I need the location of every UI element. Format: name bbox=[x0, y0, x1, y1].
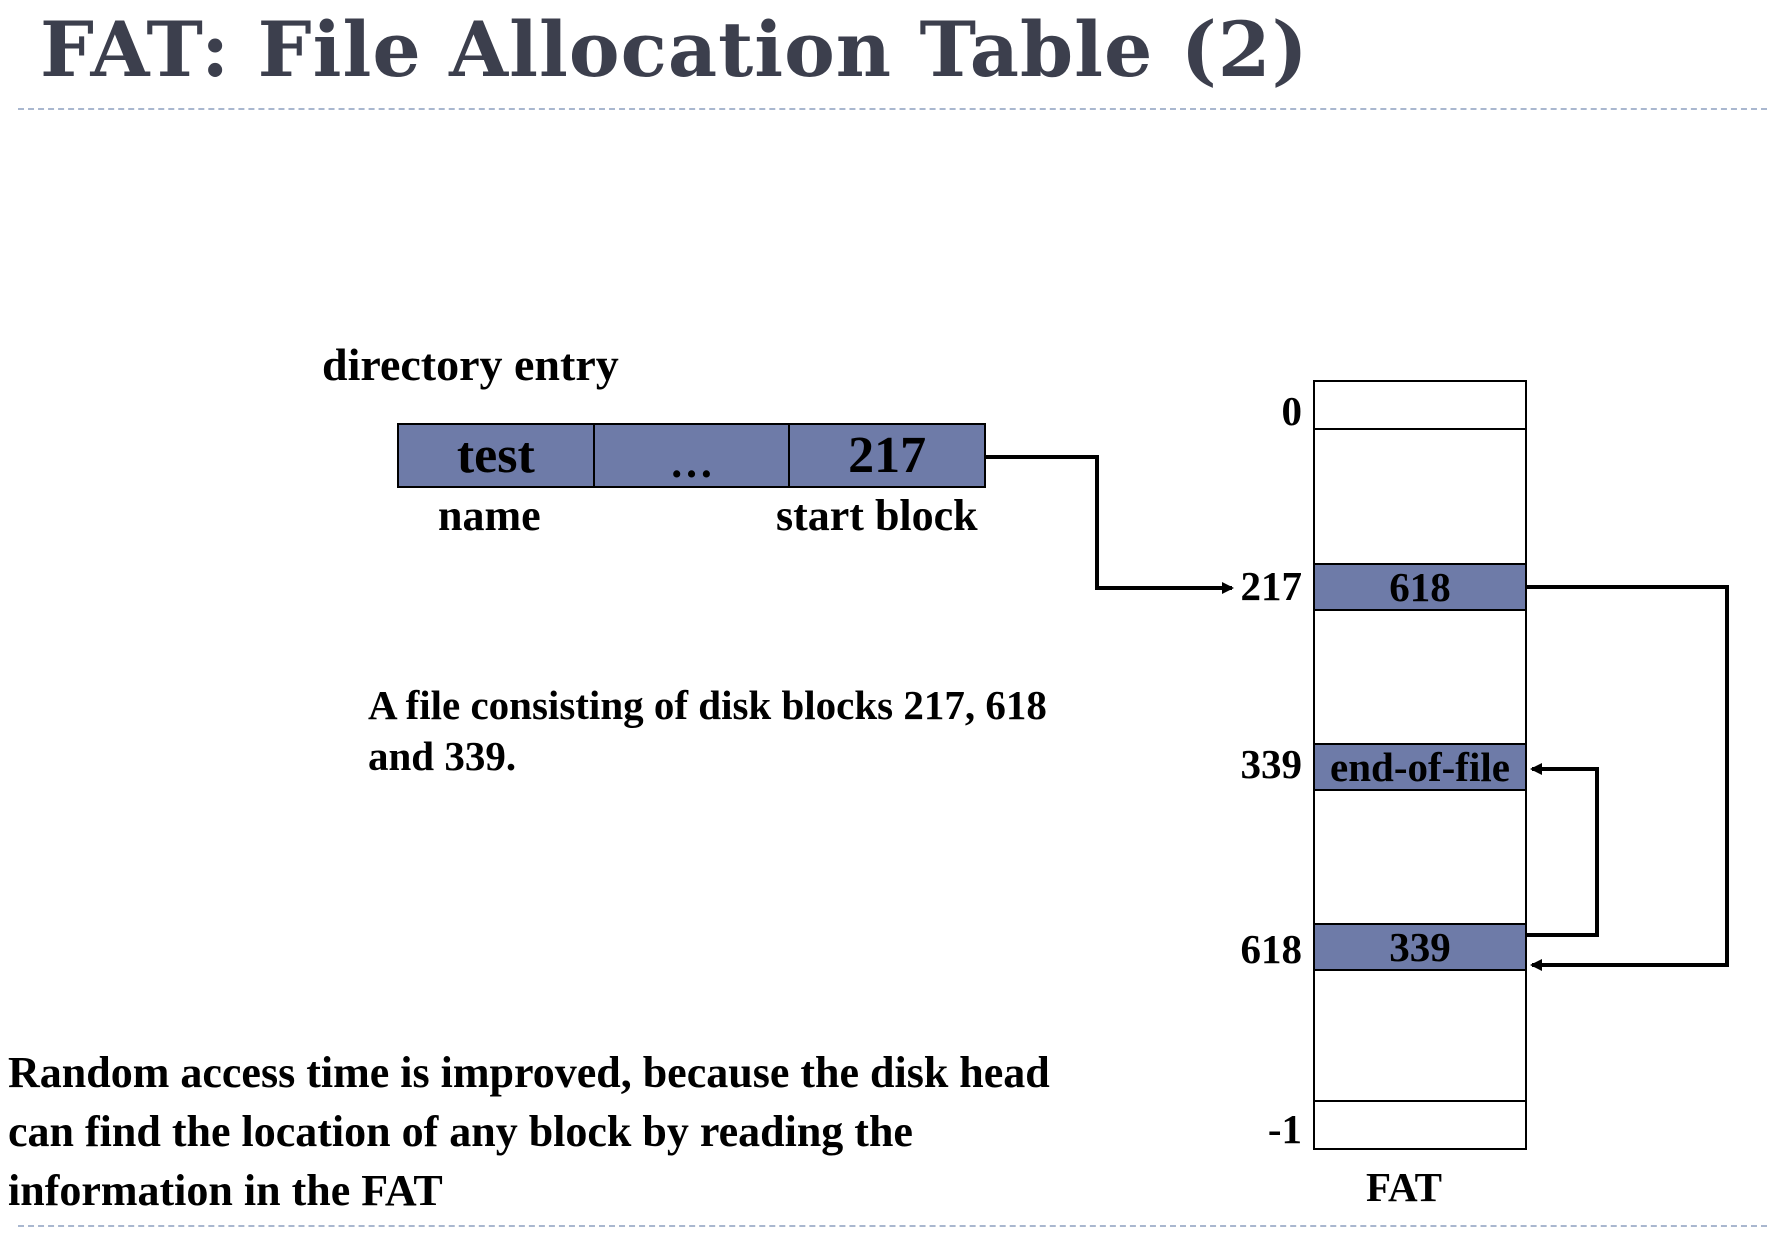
name-field-label: name bbox=[438, 491, 541, 540]
directory-entry-record: test … 217 bbox=[397, 423, 986, 488]
arrow-618-to-339 bbox=[1527, 763, 1599, 937]
fat-caption: FAT bbox=[1366, 1164, 1442, 1210]
fat-index-217: 217 bbox=[1240, 563, 1303, 609]
fat-index-339: 339 bbox=[1240, 741, 1303, 787]
slide-title: FAT: File Allocation Table (2) bbox=[40, 5, 1309, 94]
note-line-1: Random access time is improved, because … bbox=[8, 1048, 1050, 1097]
bottom-divider bbox=[18, 1225, 1767, 1227]
file-description-line-1: A file consisting of disk blocks 217, 61… bbox=[368, 682, 1047, 728]
start-block-field-label: start block bbox=[776, 491, 978, 540]
arrow-start-to-217 bbox=[986, 455, 1234, 594]
fat-index-0: 0 bbox=[1281, 388, 1303, 434]
dir-cell-start-block: 217 bbox=[848, 427, 927, 484]
note-line-3: information in the FAT bbox=[8, 1166, 443, 1215]
fat-entry-0 bbox=[1315, 382, 1525, 430]
note-line-2: can find the location of any block by re… bbox=[8, 1107, 913, 1156]
arrow-217-to-618 bbox=[1527, 585, 1729, 971]
fat-index-618: 618 bbox=[1240, 926, 1303, 972]
random-access-note: Random access time is improved, because … bbox=[8, 1043, 1208, 1220]
directory-entry-label: directory entry bbox=[322, 339, 619, 390]
fat-table: 618 end-of-file 339 bbox=[1313, 380, 1527, 1150]
fat-entry-last bbox=[1315, 1100, 1525, 1148]
dir-cell-name: test bbox=[399, 425, 595, 486]
fat-index-minus-1: -1 bbox=[1267, 1106, 1302, 1152]
fat-entry-217: 618 bbox=[1315, 563, 1525, 611]
dir-cell-ellipsis: … bbox=[595, 425, 791, 487]
file-description: A file consisting of disk blocks 217, 61… bbox=[368, 680, 1128, 782]
top-divider bbox=[18, 108, 1767, 110]
file-description-line-2: and 339. bbox=[368, 733, 517, 779]
fat-entry-618: 339 bbox=[1315, 923, 1525, 971]
fat-entry-339: end-of-file bbox=[1315, 743, 1525, 791]
